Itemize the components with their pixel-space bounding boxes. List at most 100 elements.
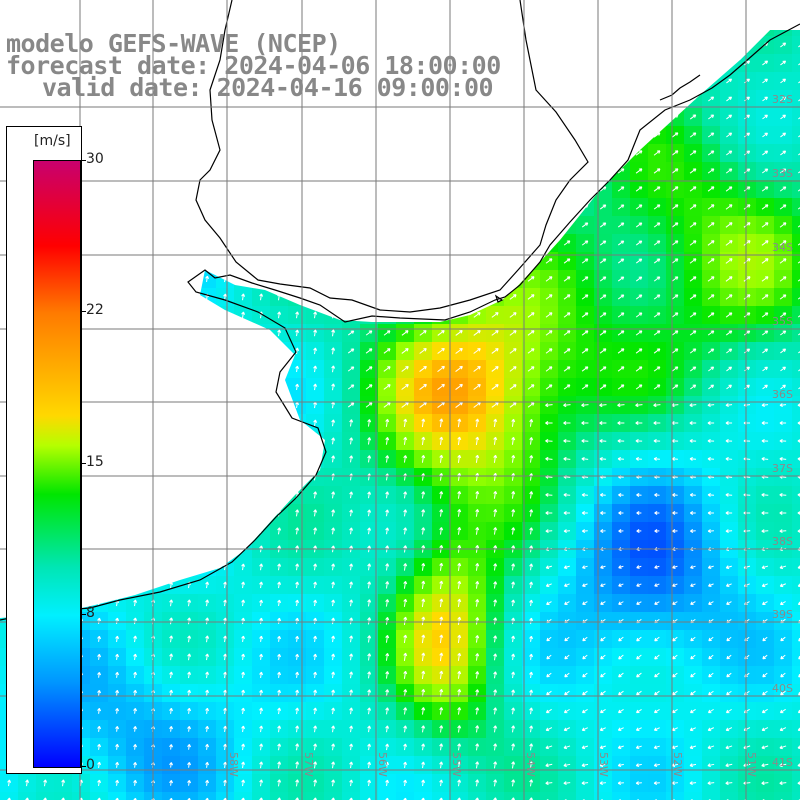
wind-arrow (581, 763, 589, 768)
wind-arrow (367, 671, 372, 679)
wind-arrow (707, 511, 714, 515)
wind-arrow (779, 438, 787, 443)
wind-arrow (707, 312, 715, 318)
wind-arrow (527, 348, 535, 354)
wind-arrow (618, 601, 624, 605)
wind-arrow (779, 204, 787, 210)
wind-arrow (545, 330, 553, 336)
wind-arrow (529, 743, 534, 751)
wind-arrow (743, 186, 751, 192)
wind-arrow (439, 670, 444, 679)
wind-cell (792, 720, 800, 739)
wind-arrow (475, 490, 480, 499)
wind-arrow (761, 421, 769, 425)
wind-arrow (347, 384, 355, 390)
wind-arrow (707, 240, 715, 246)
wind-arrow (439, 491, 444, 499)
wind-cell (594, 792, 613, 800)
wind-arrow (511, 707, 516, 715)
wind-arrow (437, 347, 445, 354)
wind-arrow (349, 581, 354, 589)
colorbar-tick (80, 463, 86, 464)
wind-arrow (545, 438, 553, 443)
wind-arrow (455, 347, 463, 354)
wind-arrow (187, 744, 192, 750)
wind-arrow (187, 599, 192, 607)
wind-arrow (708, 654, 714, 660)
wind-arrow (725, 222, 733, 228)
wind-arrow (672, 565, 678, 569)
wind-arrow (457, 562, 462, 571)
wind-arrow (743, 294, 751, 300)
wind-arrow (671, 294, 679, 300)
wind-arrow (779, 708, 786, 714)
wind-arrow (421, 707, 426, 715)
wind-arrow (779, 781, 787, 786)
wind-arrow (707, 529, 714, 534)
wind-arrow (744, 366, 750, 372)
wind-arrow (313, 365, 318, 373)
wind-arrow (689, 132, 697, 138)
wind-arrow (761, 438, 769, 443)
wind-arrow (331, 365, 336, 373)
wind-arrow (671, 366, 679, 372)
wind-arrow (779, 583, 786, 588)
wind-arrow (421, 779, 426, 787)
wind-arrow (726, 672, 732, 678)
wind-arrow (385, 743, 390, 751)
wind-arrow (421, 598, 426, 608)
longitude-label: 55W (450, 752, 463, 777)
wind-arrow (419, 365, 427, 372)
wind-arrow (493, 725, 498, 733)
wind-arrow (617, 204, 625, 210)
wind-arrow (779, 565, 787, 570)
wind-arrow (545, 366, 553, 372)
wind-arrow (563, 258, 571, 264)
wind-arrow (331, 743, 336, 751)
wind-arrow (97, 671, 102, 678)
wind-arrow (419, 330, 427, 336)
wind-arrow (635, 781, 642, 786)
wind-arrow (385, 653, 390, 661)
wind-arrow (295, 725, 300, 733)
wind-arrow (618, 654, 624, 660)
wind-arrow (133, 779, 138, 786)
wind-arrow (599, 348, 607, 354)
wind-arrow (457, 436, 462, 446)
wind-arrow (545, 312, 553, 318)
wind-arrow (439, 454, 444, 463)
wind-arrow (762, 601, 768, 606)
latitude-label: 41S (772, 756, 793, 769)
wind-arrow (511, 527, 516, 535)
wind-arrow (475, 563, 480, 571)
wind-cell (792, 558, 800, 577)
wind-arrow (385, 725, 390, 733)
wind-arrow (707, 438, 715, 443)
wind-arrow (277, 779, 282, 787)
wind-arrow (277, 653, 282, 660)
wind-arrow (635, 330, 643, 336)
wind-arrow (762, 654, 768, 660)
wind-arrow (780, 132, 787, 138)
wind-arrow (7, 779, 12, 787)
wind-arrow (689, 240, 697, 246)
wind-arrow (618, 672, 624, 678)
wind-arrow (511, 599, 516, 607)
wind-arrow (313, 725, 318, 733)
wind-arrow (241, 563, 246, 571)
wind-arrow (689, 204, 697, 210)
wind-cell (486, 792, 505, 800)
wind-arrow (529, 509, 534, 517)
wind-arrow (581, 529, 588, 534)
wind-arrow (367, 707, 372, 715)
wind-cell (792, 414, 800, 433)
wind-arrow (133, 707, 138, 714)
wind-arrow (545, 781, 553, 786)
wind-arrow (581, 781, 589, 786)
wind-arrow (635, 168, 643, 174)
wind-arrow (563, 763, 571, 768)
wind-cell (774, 792, 793, 800)
wind-arrow (563, 708, 570, 714)
wind-arrow (725, 781, 733, 786)
